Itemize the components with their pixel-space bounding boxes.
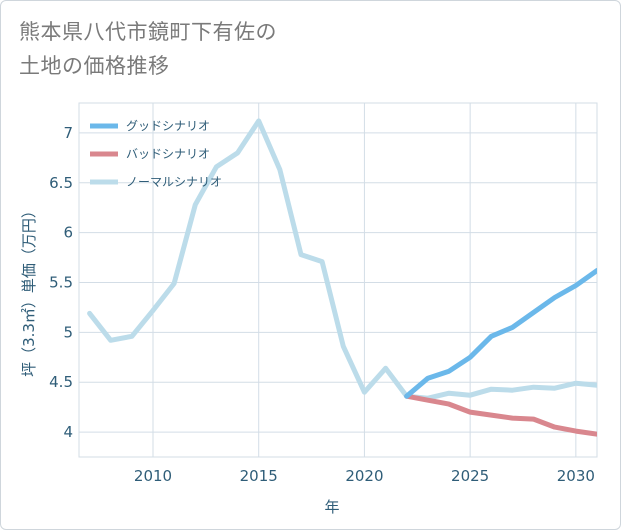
chart-title: 熊本県八代市鏡町下有佐の 土地の価格推移 [19, 15, 277, 83]
chart-title-line2: 土地の価格推移 [19, 54, 170, 78]
series-line-1 [404, 393, 597, 437]
x-tick-label: 2010 [134, 467, 172, 485]
y-tick-label: 7 [63, 124, 73, 142]
y-tick-label: 5.5 [49, 273, 73, 291]
chart-title-line1: 熊本県八代市鏡町下有佐の [19, 20, 277, 44]
plot-frame [78, 102, 598, 458]
x-axis-label: 年 [324, 498, 339, 516]
x-tick-label: 2020 [345, 467, 383, 485]
y-axis-label: 坪（3.3㎡）単価（万円） [20, 203, 38, 377]
x-tick-label: 2025 [451, 467, 489, 485]
x-tick-label: 2030 [557, 467, 595, 485]
series-line-2 [87, 118, 597, 401]
y-tick-label: 6.5 [49, 174, 73, 192]
y-tick-label: 4.5 [49, 373, 73, 391]
legend-label: ノーマルシナリオ [126, 175, 222, 189]
y-tick-label: 6 [63, 224, 73, 242]
series-lines [87, 118, 597, 437]
y-tick-label: 5 [63, 323, 73, 341]
y-tick-label: 4 [63, 423, 73, 441]
grid [78, 102, 598, 458]
legend-label: グッドシナリオ [126, 119, 210, 133]
series-line-0 [404, 268, 597, 399]
legend-label: バッドシナリオ [126, 147, 210, 161]
y-tick-labels: 4 4.5 5 5.5 6 6.5 7 [49, 124, 73, 441]
x-tick-labels: 2010 2015 2020 2025 2030 [134, 467, 595, 485]
x-tick-label: 2015 [240, 467, 278, 485]
